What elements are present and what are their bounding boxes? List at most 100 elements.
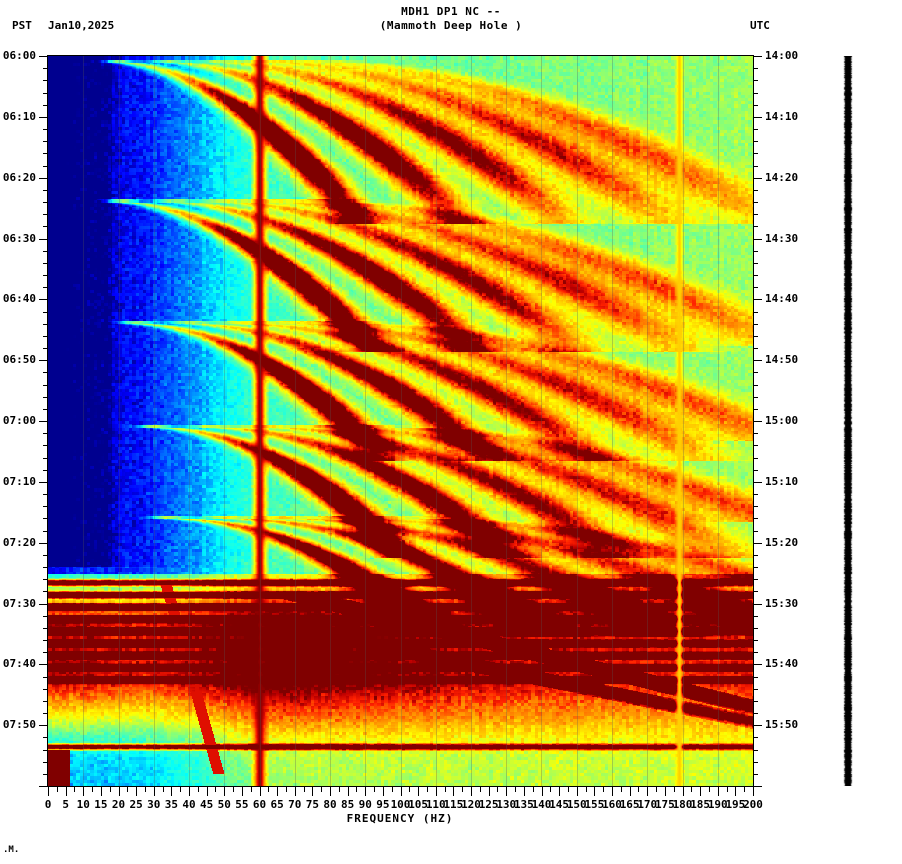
time-tick-left (43, 262, 48, 264)
frequency-tick (453, 787, 455, 796)
frequency-tick (171, 787, 173, 796)
time-tick-right (753, 567, 758, 568)
frequency-tick (294, 787, 296, 796)
frequency-label: 90 (358, 798, 372, 811)
time-tick-left (43, 348, 48, 349)
frequency-tick (365, 787, 367, 796)
date-label: Jan10,2025 (48, 19, 115, 32)
time-tick-left (43, 287, 48, 289)
plot-axis-top (47, 55, 754, 56)
frequency-label: 80 (323, 798, 337, 811)
time-label-pst: 07:00 (2, 414, 36, 427)
frequency-label: 125 (478, 798, 499, 811)
time-tick-right (753, 311, 758, 313)
time-tick-left (43, 627, 48, 629)
frequency-tick (594, 787, 596, 796)
frequency-label: 50 (217, 798, 231, 811)
frequency-tick (409, 787, 411, 792)
time-tick-left (43, 749, 48, 751)
frequency-tick (268, 787, 270, 792)
frequency-tick (603, 787, 605, 792)
frequency-tick (471, 787, 472, 796)
frequency-tick (567, 787, 569, 792)
time-tick-left (43, 141, 48, 143)
frequency-label: 110 (425, 798, 446, 811)
time-tick-left (43, 530, 48, 532)
seismogram-trace (806, 56, 902, 786)
x-axis-title: FREQUENCY (HZ) (346, 812, 454, 825)
frequency-tick (259, 787, 261, 796)
time-tick-right (753, 676, 758, 678)
frequency-tick (523, 787, 525, 796)
time-label-utc: 15:30 (765, 596, 799, 610)
frequency-label: 180 (672, 798, 693, 811)
frequency-tick (541, 787, 543, 796)
time-tick-left (43, 129, 48, 130)
time-tick-right (753, 591, 758, 593)
frequency-tick (444, 787, 446, 792)
time-tick-right (753, 348, 758, 349)
time-tick-right (753, 652, 758, 654)
time-label-pst: 06:20 (2, 170, 36, 184)
frequency-label: 155 (584, 798, 605, 811)
time-tick-left (43, 494, 48, 495)
frequency-label: 0 (44, 798, 52, 811)
frequency-tick (153, 787, 155, 796)
time-tick-left (43, 554, 48, 556)
frequency-tick (506, 787, 508, 796)
time-tick-left (43, 688, 48, 690)
time-tick-left (43, 518, 48, 520)
time-tick-right (753, 141, 758, 143)
frequency-tick (382, 787, 384, 796)
time-label-utc: 15:50 (765, 718, 799, 732)
right-timezone-label: UTC (750, 19, 770, 32)
time-tick-right (753, 664, 762, 666)
time-tick-right (753, 579, 758, 581)
time-tick-right (753, 104, 758, 106)
frequency-label: 25 (129, 798, 143, 811)
time-tick-left (43, 567, 48, 568)
frequency-tick (462, 787, 464, 792)
time-tick-right (753, 129, 758, 130)
frequency-tick (330, 787, 331, 796)
frequency-tick (338, 787, 340, 792)
frequency-label: 190 (707, 798, 728, 811)
frequency-tick (435, 787, 437, 796)
frequency-label: 200 (743, 798, 763, 811)
time-tick-right (753, 323, 758, 325)
time-tick-right (753, 506, 758, 508)
time-tick-right (753, 421, 762, 422)
time-tick-right (753, 542, 762, 544)
time-label-pst: 06:50 (2, 353, 36, 367)
time-tick-left (39, 481, 48, 483)
time-tick-left (43, 202, 48, 203)
frequency-label: 15 (94, 798, 108, 811)
time-label-pst: 06:00 (2, 49, 36, 62)
frequency-tick (215, 787, 217, 792)
frequency-label: 140 (531, 798, 552, 811)
time-tick-left (43, 104, 48, 106)
time-tick-right (753, 92, 758, 94)
time-tick-left (43, 445, 48, 447)
time-label-utc: 14:00 (765, 49, 799, 62)
time-tick-right (753, 287, 758, 289)
frequency-tick (753, 787, 754, 796)
time-tick-left (39, 725, 48, 727)
time-tick-right (753, 773, 758, 775)
frequency-tick (285, 787, 287, 792)
frequency-tick (83, 787, 85, 796)
frequency-tick (74, 787, 76, 792)
time-tick-right (753, 335, 758, 337)
frequency-tick (479, 787, 481, 792)
time-tick-right (753, 481, 762, 483)
frequency-tick (144, 787, 146, 792)
frequency-tick (100, 787, 102, 796)
time-label-pst: 07:10 (2, 474, 36, 488)
time-tick-right (753, 445, 758, 447)
station-title-line1: MDH1 DP1 NC -- (401, 5, 501, 18)
time-label-utc: 14:20 (765, 170, 799, 184)
frequency-label: 145 (549, 798, 570, 811)
frequency-tick (682, 787, 684, 796)
frequency-tick (312, 787, 314, 796)
time-tick-right (753, 737, 758, 739)
